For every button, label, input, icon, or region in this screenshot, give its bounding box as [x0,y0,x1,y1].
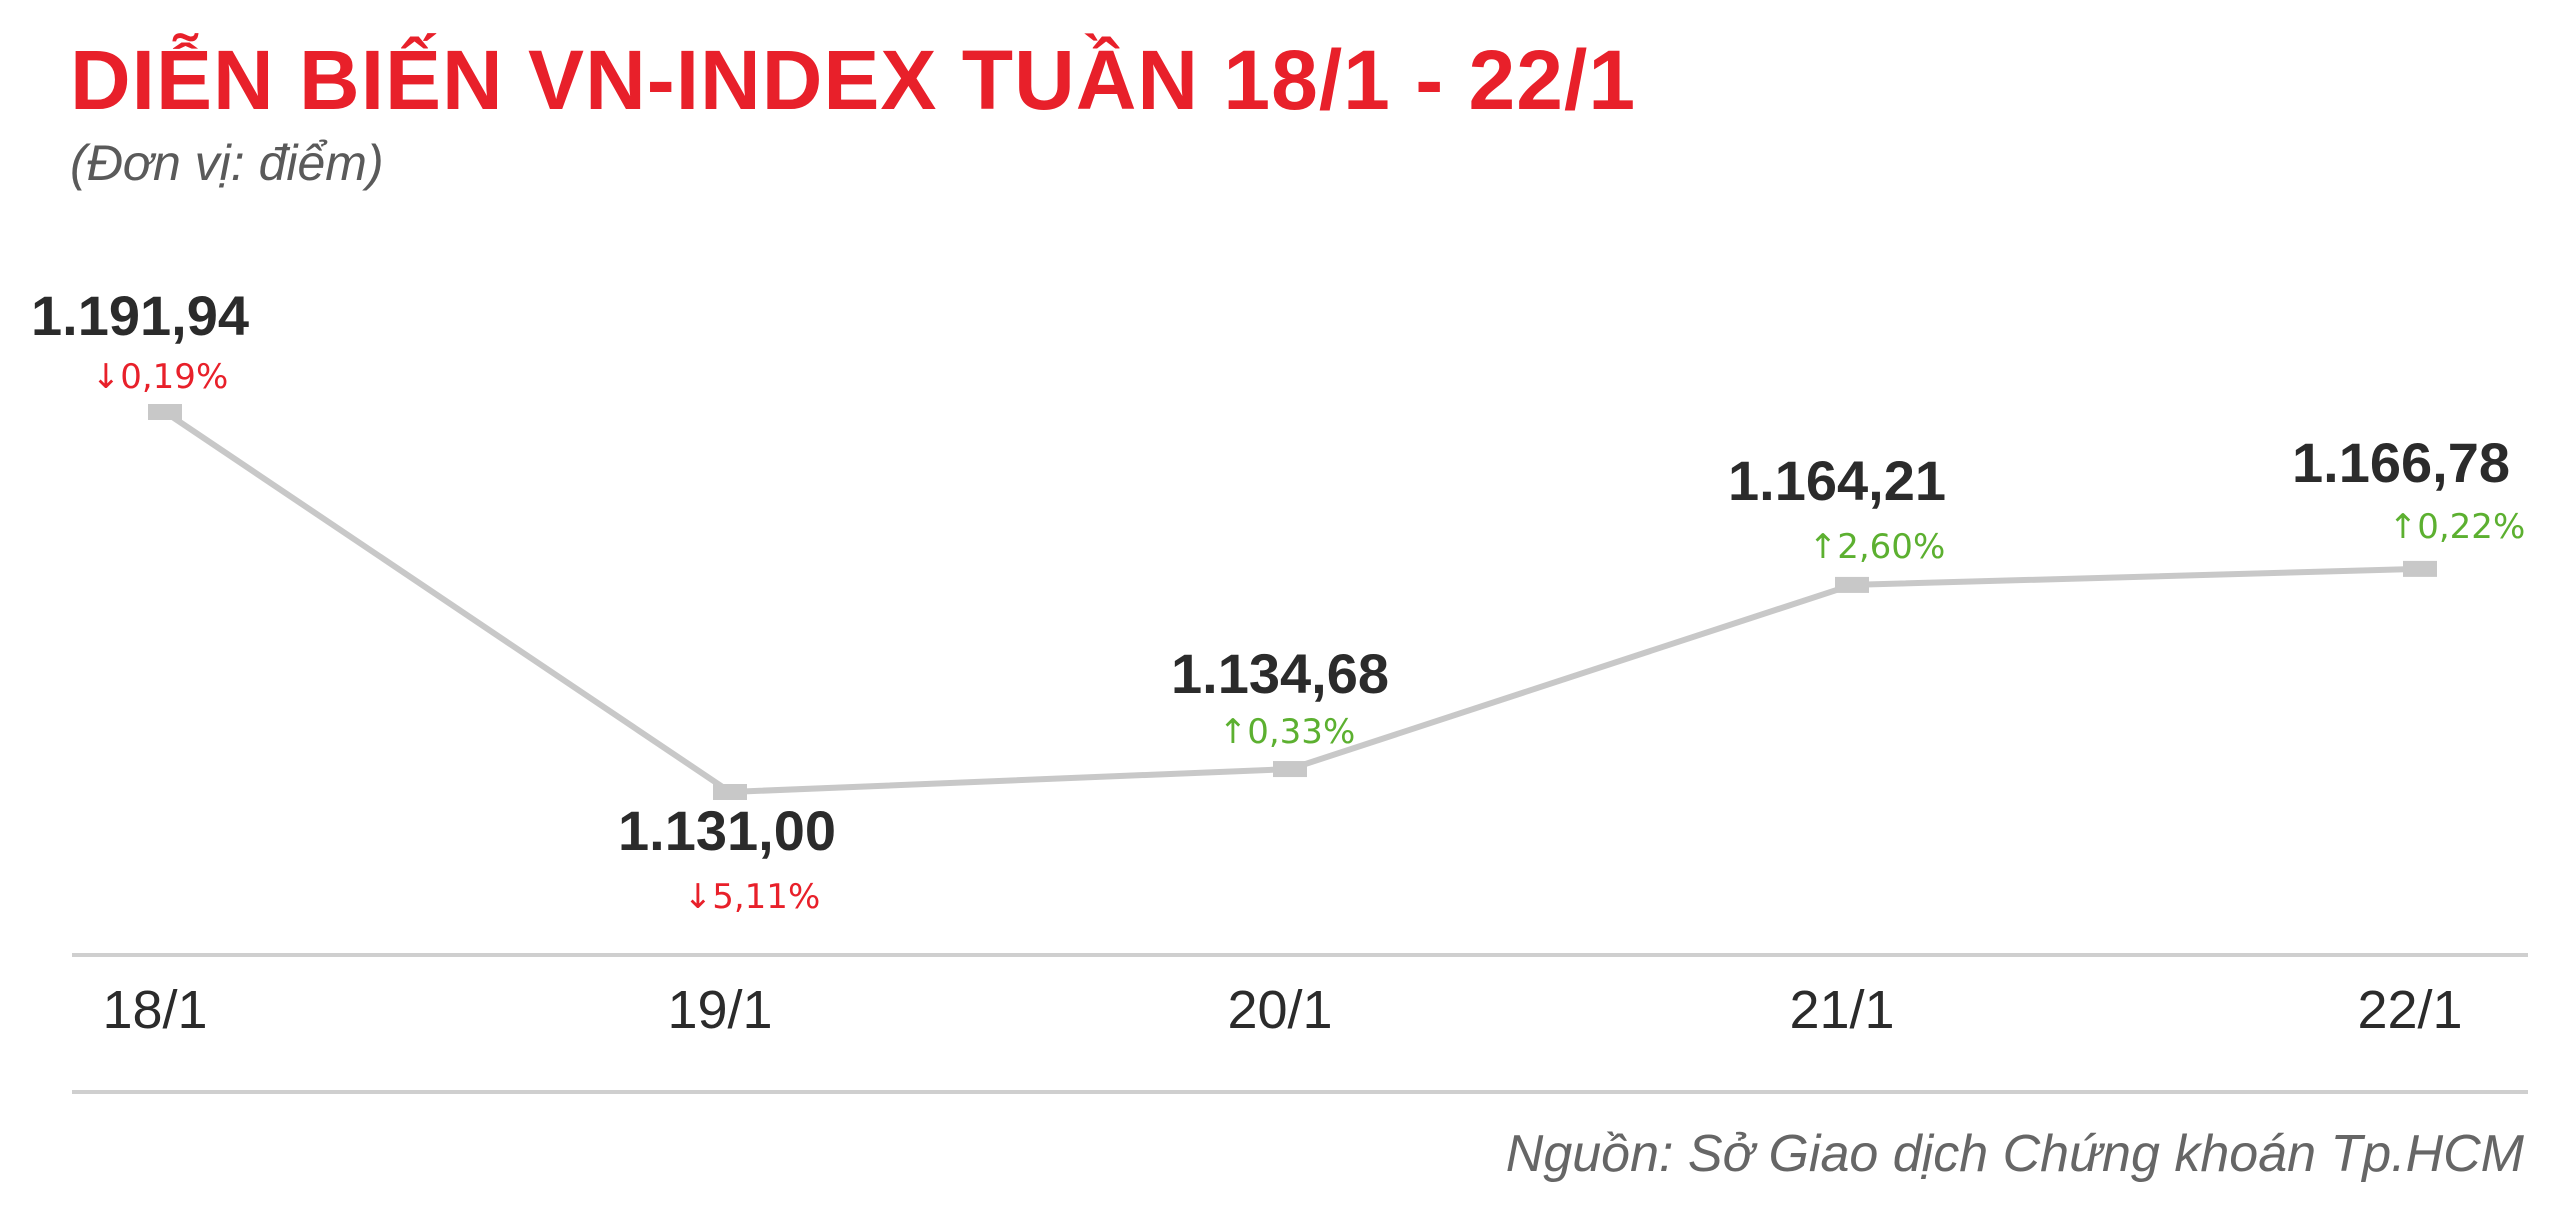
data-point-19-1 [713,784,747,800]
data-label-change: ↑2,60% [1809,527,1946,567]
data-label-change: ↑0,33% [1219,712,1356,752]
data-label-value: 1.191,94 [31,284,249,347]
data-label-change: ↓5,11% [684,877,821,917]
chart-title: DIỄN BIẾN VN-INDEX TUẦN 18/1 - 22/1 [70,33,1637,127]
data-point-21-1 [1835,576,1869,593]
x-tick-label: 18/1 [102,980,207,1040]
x-tick-label: 22/1 [2357,980,2462,1040]
data-label-change: ↓0,19% [92,357,229,397]
data-label-value: 1.134,68 [1171,642,1389,705]
data-label-value: 1.166,78 [2292,431,2510,494]
data-label-value: 1.131,00 [618,799,836,862]
data-label-change: ↑0,22% [2389,507,2526,547]
data-point-20-1 [1273,761,1307,778]
x-tick-label: 21/1 [1789,980,1894,1040]
data-point-22-1 [2403,560,2437,577]
data-point-18-1 [148,404,182,420]
data-label-value: 1.164,21 [1728,449,1946,512]
x-tick-label: 20/1 [1227,980,1332,1040]
chart-subtitle: (Đơn vị: điểm) [70,135,384,191]
x-tick-label: 19/1 [667,980,772,1040]
source-note: Nguồn: Sở Giao dịch Chứng khoán Tp.HCM [1505,1125,2524,1183]
